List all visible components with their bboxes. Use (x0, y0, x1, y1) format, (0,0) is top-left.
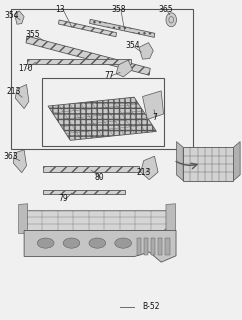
Bar (151, 238, 155, 255)
Polygon shape (116, 60, 132, 77)
Bar (42, 77, 164, 146)
Polygon shape (27, 211, 174, 230)
Text: 354: 354 (126, 41, 140, 50)
Polygon shape (176, 142, 183, 180)
Ellipse shape (115, 238, 131, 248)
Polygon shape (166, 204, 175, 234)
Ellipse shape (37, 238, 54, 248)
Text: 13: 13 (55, 5, 65, 14)
Bar (158, 238, 162, 255)
Polygon shape (27, 59, 131, 64)
Circle shape (166, 13, 176, 27)
Text: 363: 363 (4, 152, 18, 161)
Polygon shape (15, 11, 24, 24)
Text: 170: 170 (18, 63, 33, 73)
Bar (11, 9, 193, 149)
Bar (144, 238, 148, 255)
Text: 355: 355 (25, 30, 40, 39)
Polygon shape (24, 230, 176, 262)
Bar (165, 238, 170, 255)
Text: 365: 365 (158, 5, 173, 14)
Text: 213: 213 (136, 168, 151, 177)
Text: 80: 80 (95, 173, 104, 182)
Bar (183, 147, 234, 180)
Bar (136, 238, 141, 255)
Polygon shape (26, 36, 150, 75)
Polygon shape (13, 150, 27, 173)
Polygon shape (141, 156, 158, 180)
Polygon shape (143, 91, 164, 119)
Polygon shape (139, 43, 153, 59)
Text: 7: 7 (152, 113, 157, 122)
Polygon shape (59, 20, 116, 37)
Polygon shape (15, 84, 29, 108)
Ellipse shape (63, 238, 80, 248)
Polygon shape (48, 97, 156, 140)
Text: 213: 213 (6, 87, 21, 96)
Text: 79: 79 (59, 194, 68, 203)
Polygon shape (234, 142, 240, 180)
Text: 354: 354 (5, 11, 19, 20)
Polygon shape (19, 204, 28, 234)
Polygon shape (90, 19, 155, 37)
Text: 358: 358 (111, 5, 126, 14)
Text: B-52: B-52 (142, 302, 160, 311)
Polygon shape (43, 189, 125, 194)
Ellipse shape (89, 238, 106, 248)
Text: 77: 77 (104, 71, 114, 80)
Polygon shape (43, 166, 139, 172)
